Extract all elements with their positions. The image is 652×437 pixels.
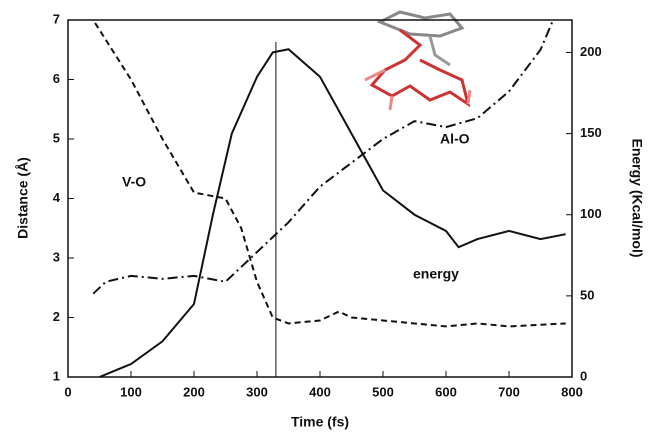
plot-frame xyxy=(68,20,572,377)
annotation: energy xyxy=(413,266,459,282)
x-axis-title: Time (fs) xyxy=(291,414,349,430)
series-line xyxy=(95,23,566,326)
y-tick-label: 5 xyxy=(53,130,60,145)
molecule-inset xyxy=(365,12,470,110)
x-tick-label: 200 xyxy=(183,384,205,399)
chart: V-O Al-O energy Time (fs) Distance (Å) E… xyxy=(0,0,652,437)
y2-tick-label: 200 xyxy=(580,44,602,59)
y-tick-label: 3 xyxy=(53,249,60,264)
y2-tick-label: 100 xyxy=(580,206,602,221)
x-tick-label: 300 xyxy=(246,384,268,399)
y-axis-title: Distance (Å) xyxy=(15,157,31,239)
series-line xyxy=(93,20,553,294)
y-tick-label: 4 xyxy=(53,190,61,205)
x-tick-label: 400 xyxy=(309,384,331,399)
y-tick-label: 6 xyxy=(53,71,60,86)
x-tick-label: 600 xyxy=(435,384,457,399)
y2-axis-title: Energy (Kcal/mol) xyxy=(629,138,645,257)
x-tick-label: 0 xyxy=(64,384,71,399)
annotation: Al-O xyxy=(440,131,470,147)
x-tick-label: 500 xyxy=(372,384,394,399)
x-tick-label: 800 xyxy=(561,384,583,399)
y2-tick-label: 0 xyxy=(580,368,587,383)
x-tick-label: 700 xyxy=(498,384,520,399)
annotation: V-O xyxy=(122,174,146,190)
y-tick-label: 1 xyxy=(53,368,60,383)
y2-tick-label: 150 xyxy=(580,125,602,140)
x-tick-label: 100 xyxy=(120,384,142,399)
y-tick-label: 2 xyxy=(53,309,60,324)
series-line xyxy=(100,49,566,377)
y-tick-label: 7 xyxy=(53,11,60,26)
y2-tick-label: 50 xyxy=(580,287,594,302)
